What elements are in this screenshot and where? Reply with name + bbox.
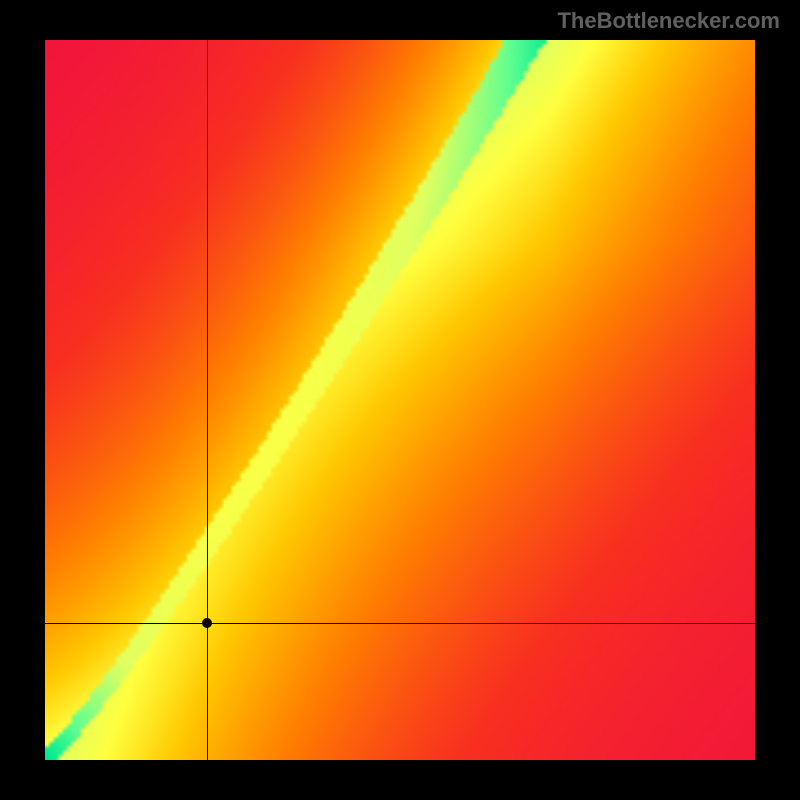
watermark-text: TheBottlenecker.com — [557, 8, 780, 34]
bottleneck-marker — [202, 618, 212, 628]
crosshair-horizontal — [45, 623, 755, 624]
heatmap-canvas — [45, 40, 755, 760]
crosshair-vertical — [207, 40, 208, 760]
heatmap-plot — [45, 40, 755, 760]
